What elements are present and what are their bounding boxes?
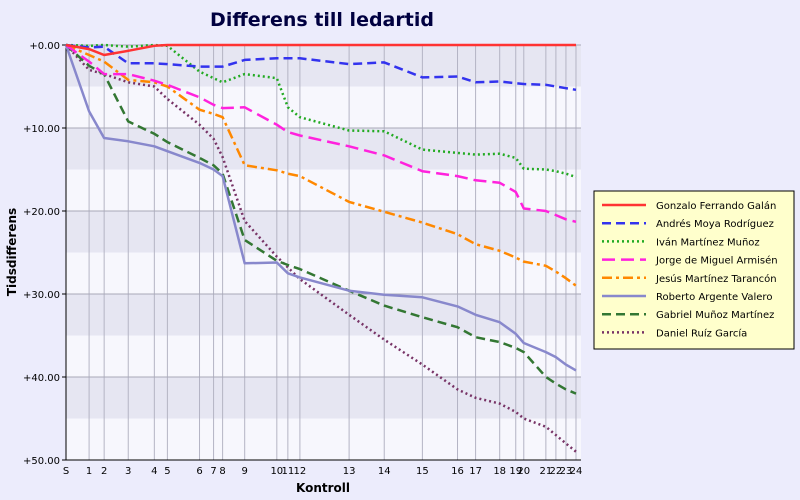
legend-entry: Jorge de Miguel Armisén xyxy=(655,255,778,267)
legend-box xyxy=(593,190,795,350)
x-tick-label: S xyxy=(63,466,69,477)
legend-entry: Gonzalo Ferrando Galán xyxy=(656,200,776,212)
x-tick-label: 8 xyxy=(219,466,225,477)
legend-entry: Jesús Martínez Tarancón xyxy=(655,273,777,285)
x-tick-label: 24 xyxy=(570,466,583,477)
plot-band xyxy=(66,252,581,294)
plot-band xyxy=(66,418,581,460)
x-tick-label: 10 xyxy=(270,466,283,477)
y-tick-label: +40.00 xyxy=(23,373,60,384)
plot-band xyxy=(66,294,581,336)
series-line xyxy=(65,43,577,92)
x-tick-label: 18 xyxy=(493,466,506,477)
series-line xyxy=(65,44,577,395)
plot-band xyxy=(66,169,581,211)
x-tick-label: 4 xyxy=(151,466,157,477)
series-line xyxy=(65,43,576,57)
x-tick-label: 17 xyxy=(469,466,482,477)
legend: Gonzalo Ferrando Galán Andrés Moya Rodríg… xyxy=(593,190,795,350)
y-tick-label: +10.00 xyxy=(23,124,60,135)
plot-band xyxy=(66,86,581,128)
series-line xyxy=(65,43,577,287)
plot-area xyxy=(66,45,581,460)
plot-band xyxy=(66,211,581,253)
x-tick-label: 22 xyxy=(550,466,563,477)
y-tick-label: +20.00 xyxy=(23,207,60,218)
y-tick-label: +30.00 xyxy=(23,290,60,301)
x-tick-label: 9 xyxy=(242,466,248,477)
x-tick-label: 3 xyxy=(125,466,131,477)
plot-band xyxy=(66,335,581,377)
x-tick-label: 11 xyxy=(281,466,294,477)
x-tick-label: 5 xyxy=(164,466,170,477)
plot-band xyxy=(66,377,581,419)
y-tick-label: +0.00 xyxy=(29,41,60,52)
x-tick-label: 13 xyxy=(343,466,356,477)
x-tick-label: 6 xyxy=(196,466,202,477)
x-tick-label: 16 xyxy=(451,466,464,477)
x-tick-label: 19 xyxy=(509,466,522,477)
series-line xyxy=(65,44,577,453)
x-tick-label: 20 xyxy=(517,466,530,477)
legend-entry: Gabriel Muñoz Martínez xyxy=(656,309,774,321)
series-line xyxy=(65,43,577,224)
series-lines xyxy=(64,43,577,453)
x-tick-label: 23 xyxy=(560,466,573,477)
legend-entry: Daniel Ruíz García xyxy=(656,327,747,339)
x-tick-label: 2 xyxy=(101,466,107,477)
plot-band xyxy=(66,128,581,170)
x-tick-label: 14 xyxy=(378,466,391,477)
legend-entry: Roberto Argente Valero xyxy=(656,292,772,303)
series-line xyxy=(64,44,577,372)
legend-entry: Andrés Moya Rodríguez xyxy=(656,218,774,230)
y-tick-label: +50.00 xyxy=(23,456,60,467)
chart-title: Differens till ledartid xyxy=(210,9,434,31)
x-axis-label: Kontroll xyxy=(296,481,350,495)
x-tick-label: 21 xyxy=(539,466,552,477)
x-tick-label: 1 xyxy=(86,466,92,477)
legend-entry: Iván Martínez Muñoz xyxy=(656,236,760,248)
x-tick-label: 15 xyxy=(416,466,429,477)
x-tick-label: 7 xyxy=(210,466,216,477)
x-tick-label: 12 xyxy=(294,466,307,477)
series-line xyxy=(65,43,577,179)
y-axis-label: Tidsdifferens xyxy=(5,208,19,296)
